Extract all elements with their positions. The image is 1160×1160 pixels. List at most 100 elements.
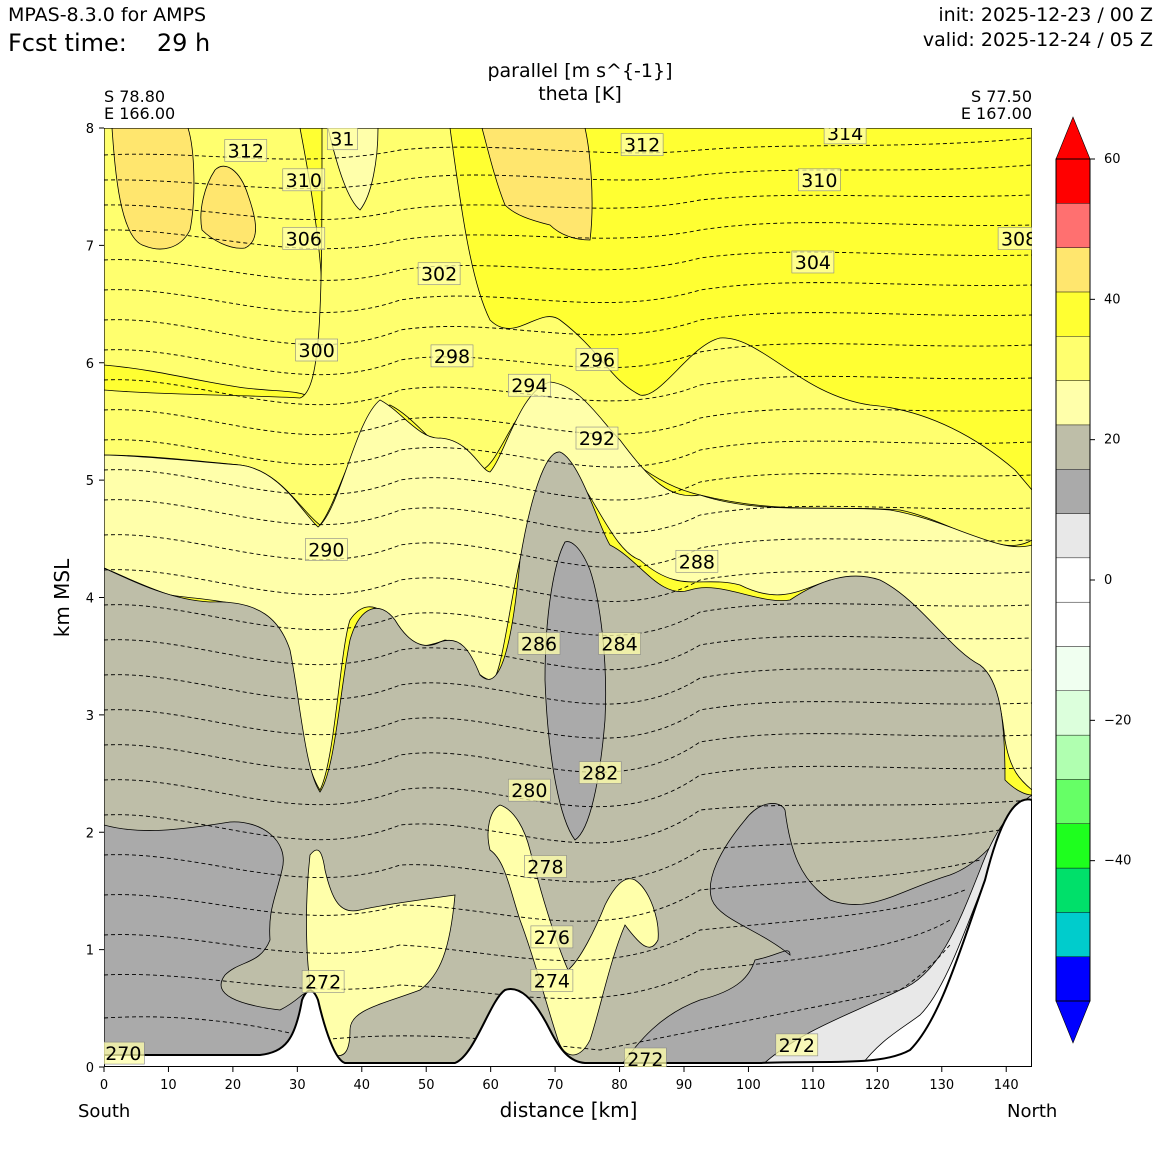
theta-label-box xyxy=(624,1047,667,1067)
right-corner-lat: S 77.50 xyxy=(970,87,1032,106)
left-corner-lon: E 166.00 xyxy=(104,104,176,123)
y-tick-label: 5 xyxy=(86,474,94,489)
theta-label: 308 xyxy=(1001,229,1037,251)
theta-label: 296 xyxy=(579,349,615,371)
theta-label: 31 xyxy=(330,129,354,151)
plot-title-contour: theta [K] xyxy=(538,83,622,105)
theta-label: 310 xyxy=(801,170,837,192)
colorbar-segment xyxy=(1055,424,1091,470)
theta-label: 304 xyxy=(795,252,831,274)
theta-label: 286 xyxy=(521,633,557,655)
theta-line xyxy=(104,164,1032,189)
theta-label: 282 xyxy=(582,763,618,785)
theta-line xyxy=(104,944,951,1051)
theta-line xyxy=(104,889,966,961)
colorbar: 60 40 20 0 −20 −40 xyxy=(1055,116,1131,1044)
theta-label-box xyxy=(224,139,268,162)
band-upper-orange-3 xyxy=(481,128,593,241)
theta-label-box xyxy=(575,348,619,371)
theta-label-box xyxy=(104,1041,145,1065)
x-tick-label: 20 xyxy=(225,1078,242,1093)
theta-label-box xyxy=(305,538,348,561)
x-tick-label: 90 xyxy=(676,1078,693,1093)
theta-label-box xyxy=(517,632,561,655)
colorbar-segment xyxy=(1055,734,1091,780)
south-label: South xyxy=(78,1101,131,1122)
colorbar-segment xyxy=(1055,601,1091,647)
theta-line xyxy=(104,635,1032,671)
x-tick-label: 130 xyxy=(929,1078,954,1093)
x-tick-label: 80 xyxy=(611,1078,628,1093)
theta-label-box xyxy=(578,761,622,784)
left-corner-lat: S 78.80 xyxy=(104,87,166,106)
colorbar-segment xyxy=(1055,557,1091,603)
theta-label-box xyxy=(524,855,567,878)
theta-label-box xyxy=(798,168,841,192)
theta-line xyxy=(104,765,1032,808)
plot-area: 312 310 306 31 302 300 298 312 314 310 304 308 296 29… xyxy=(104,128,1037,1067)
x-tick-label: 30 xyxy=(289,1078,306,1093)
theta-line xyxy=(104,733,1032,773)
colorbar-segment xyxy=(1055,158,1091,204)
y-tick-label: 0 xyxy=(86,1061,94,1076)
theta-label: 272 xyxy=(779,1035,815,1057)
theta-label: 278 xyxy=(527,856,563,878)
colorbar-min-extend xyxy=(1055,1000,1091,1044)
colorbar-segment xyxy=(1055,912,1091,957)
colorbar-segment xyxy=(1055,646,1091,691)
colorbar-segment xyxy=(1055,513,1091,559)
theta-line xyxy=(104,343,1032,376)
band-grey-left xyxy=(104,821,307,1067)
x-tick-label: 110 xyxy=(800,1078,825,1093)
theta-label-box xyxy=(775,1033,819,1057)
x-tick-label: 140 xyxy=(994,1078,1019,1093)
left-corner-coords: S 78.80 E 166.00 xyxy=(104,88,175,122)
x-tick-label: 100 xyxy=(736,1078,761,1093)
colorbar-segment xyxy=(1055,469,1091,514)
theta-label: 280 xyxy=(511,780,547,802)
theta-label-box xyxy=(620,133,664,156)
theta-label-box xyxy=(598,632,641,655)
y-tick-label: 8 xyxy=(86,122,94,137)
theta-label-box xyxy=(301,970,345,993)
x-tick-label: 60 xyxy=(482,1078,499,1093)
valid-time: valid: 2025-12-24 / 05 Z xyxy=(922,29,1153,51)
theta-label: 312 xyxy=(624,135,660,157)
colorbar-tick-label: 40 xyxy=(1104,292,1121,307)
right-corner-coords: S 77.50 E 167.00 xyxy=(961,88,1032,122)
colorbar-tick-label: 20 xyxy=(1104,433,1121,448)
band-upper-orange-2 xyxy=(200,165,256,249)
band-upper-orange-1 xyxy=(111,128,195,250)
theta-label-box xyxy=(282,168,326,192)
x-tick-label: 40 xyxy=(354,1078,371,1093)
theta-line xyxy=(104,701,1032,739)
theta-label: 290 xyxy=(308,540,344,562)
theta-label: 310 xyxy=(286,170,322,192)
theta-label: 272 xyxy=(305,971,341,993)
right-corner-lon: E 167.00 xyxy=(960,104,1032,123)
theta-label-box xyxy=(508,778,551,802)
theta-line xyxy=(104,282,1032,313)
theta-label-box xyxy=(327,128,358,151)
colorbar-segment xyxy=(1055,690,1091,736)
theta-line xyxy=(104,859,981,922)
y-tick-label: 2 xyxy=(86,826,94,841)
theta-label-box xyxy=(417,262,461,286)
theta-label-box xyxy=(295,338,338,362)
theta-label: 300 xyxy=(299,340,335,362)
colorbar-segment xyxy=(1055,956,1091,1002)
theta-line xyxy=(104,194,1032,221)
y-tick-label: 6 xyxy=(86,357,94,372)
colorbar-segment xyxy=(1055,336,1091,381)
theta-label-box xyxy=(997,227,1032,250)
theta-label: 294 xyxy=(511,375,547,397)
theta-label: 284 xyxy=(601,633,637,655)
colorbar-segment xyxy=(1055,291,1091,337)
colorbar-segment xyxy=(1055,867,1091,913)
theta-line xyxy=(104,222,1032,250)
theta-line xyxy=(104,408,1032,436)
theta-line xyxy=(104,439,1032,468)
colorbar-tick-label: −20 xyxy=(1104,713,1131,728)
x-tick-label: 10 xyxy=(160,1078,177,1093)
theta-label: 306 xyxy=(286,229,322,251)
